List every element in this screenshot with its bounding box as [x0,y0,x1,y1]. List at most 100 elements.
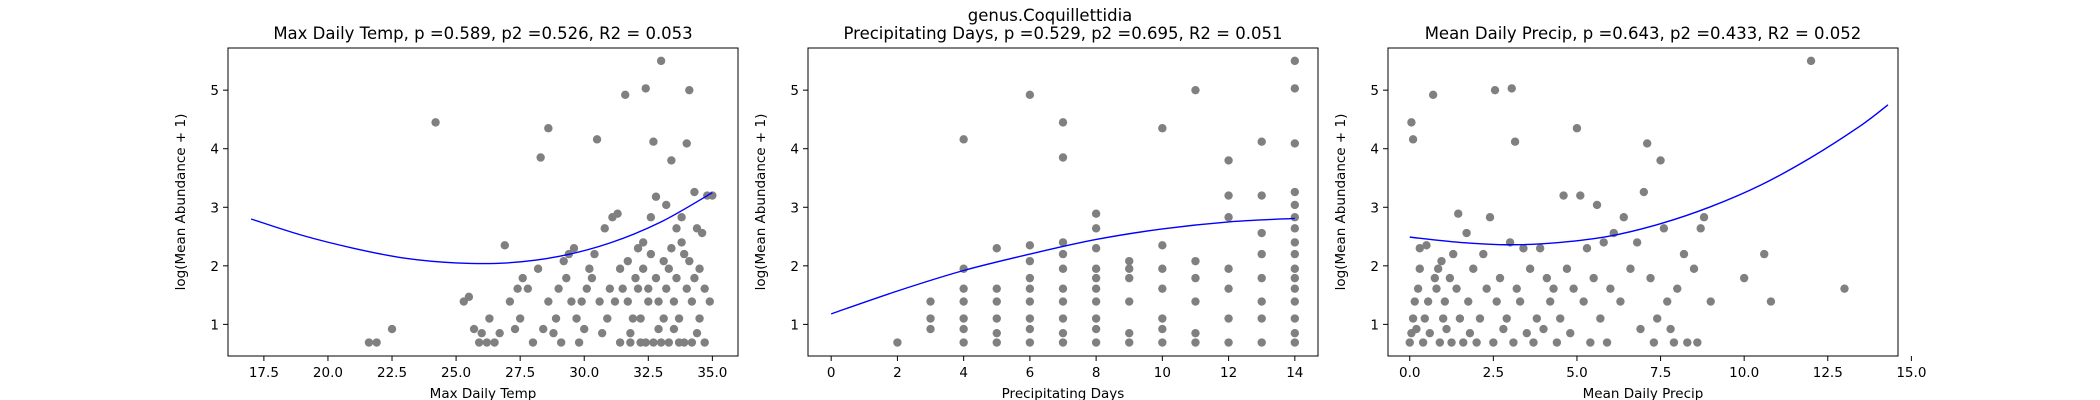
data-point [1290,284,1300,293]
y-tick-label: 4 [790,142,799,158]
data-point [1257,273,1266,283]
data-point [536,153,545,162]
data-point [1224,213,1233,222]
data-point [1656,156,1665,165]
x-tick-label: 2.5 [1483,365,1504,381]
chart-title: Mean Daily Precip, p =0.643, p2 =0.433, … [1425,24,1862,43]
data-point [641,84,650,93]
data-point [587,273,597,283]
data-point [544,297,553,306]
data-point [1582,244,1592,253]
data-point [1663,297,1672,306]
data-point [651,273,661,283]
data-point [1058,238,1068,247]
data-point [651,192,661,201]
data-point [1454,209,1463,218]
data-point [1091,273,1101,283]
data-point [1739,273,1749,283]
data-point [1499,324,1508,334]
data-point [1455,314,1465,323]
data-point [1257,228,1266,238]
data-point [1025,338,1035,347]
data-point [605,284,615,293]
data-point [1602,338,1612,347]
fit-curve [830,217,1295,315]
data-point [1515,297,1525,306]
data-point [926,297,935,306]
data-point [1492,297,1501,306]
data-point [1410,297,1419,306]
y-tick-label: 4 [210,142,219,158]
data-point [592,135,602,144]
data-point [1445,273,1455,283]
x-axis-label: Max Daily Temp [430,386,537,400]
data-point [567,297,576,306]
data-point [1025,314,1035,323]
data-point [1552,338,1562,347]
data-point [1224,264,1233,273]
y-tick-label: 3 [1370,200,1379,216]
data-point [672,224,681,233]
data-point [1191,328,1200,338]
data-point [654,297,663,306]
data-point [1509,338,1518,347]
data-point [572,314,581,323]
data-point [574,338,584,347]
data-point [1535,244,1545,253]
data-point [664,338,673,347]
data-point [926,314,935,323]
data-point [1646,273,1655,283]
data-point [1058,297,1068,306]
data-point [1224,191,1233,200]
data-point [1485,213,1495,222]
data-point [1433,264,1443,273]
data-point [687,338,697,347]
x-tick-label: 15.0 [1896,365,1926,381]
data-point [656,338,666,347]
data-point [677,238,686,247]
data-point [1459,338,1468,347]
data-point [1679,249,1689,259]
data-point [1489,338,1498,347]
data-point [474,338,484,347]
data-point [1290,273,1300,283]
data-point [1408,135,1418,144]
data-point [1693,338,1702,347]
data-point [513,284,522,293]
chart-panel-3: 0.0 2.5 5.0 7.5 10.0 12.5 15.0 1 2 3 4 5 Mean Daily … [1333,24,1926,400]
data-point [926,324,935,334]
data-point [1689,264,1699,273]
data-point [1224,314,1233,323]
data-point [1599,238,1608,247]
data-point [1532,314,1542,323]
data-point [682,139,691,148]
data-point [1413,284,1423,293]
data-point [590,249,599,259]
data-point [1432,284,1441,293]
data-point [1495,273,1505,283]
data-point [1422,241,1431,250]
x-tick-label: 0 [827,365,836,381]
data-point [1125,338,1134,347]
data-point [690,187,699,197]
data-point [623,297,632,306]
data-point [1519,244,1528,253]
y-tick-label: 4 [1370,142,1379,158]
data-point [1058,249,1068,259]
data-point [631,273,640,283]
data-point [1510,137,1520,146]
x-tick-label: 6 [1026,365,1035,381]
data-point [1025,284,1035,293]
data-point [682,284,691,293]
data-point [1091,244,1101,253]
data-point [628,314,638,323]
data-point [1592,200,1602,210]
data-point [1616,297,1625,306]
data-point [1465,328,1475,338]
y-tick-label: 1 [1370,317,1379,333]
data-point [490,338,499,347]
data-point [626,338,635,347]
data-point [1025,241,1035,250]
